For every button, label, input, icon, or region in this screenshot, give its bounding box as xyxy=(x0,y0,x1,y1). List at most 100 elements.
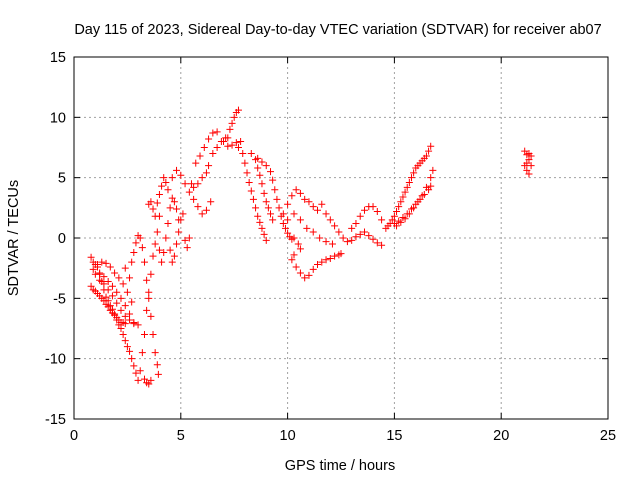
data-point xyxy=(145,294,153,302)
data-point xyxy=(296,216,304,224)
data-point xyxy=(290,234,298,242)
data-point xyxy=(177,216,185,224)
data-point xyxy=(245,178,253,186)
data-point xyxy=(252,204,260,212)
data-point xyxy=(316,234,324,242)
data-point xyxy=(132,239,140,247)
data-point xyxy=(173,205,181,213)
data-point xyxy=(401,188,409,196)
data-point xyxy=(247,150,255,158)
data-point xyxy=(228,119,236,127)
data-point xyxy=(104,277,112,285)
data-point xyxy=(153,361,161,369)
data-point xyxy=(234,144,242,151)
data-point xyxy=(373,239,381,247)
data-point xyxy=(207,198,215,206)
data-point xyxy=(378,241,386,249)
data-point xyxy=(331,252,339,260)
data-point xyxy=(209,150,217,158)
data-point xyxy=(273,195,281,203)
data-point xyxy=(305,198,313,206)
data-point xyxy=(160,174,168,182)
data-point xyxy=(192,159,200,167)
data-point xyxy=(399,193,407,201)
data-point xyxy=(143,306,151,314)
data-point xyxy=(104,286,112,294)
data-point xyxy=(168,194,176,202)
data-point xyxy=(205,162,213,170)
data-point xyxy=(305,271,313,279)
data-point xyxy=(254,164,262,172)
x-tick-label: 25 xyxy=(600,428,616,444)
data-point xyxy=(194,203,202,211)
data-point xyxy=(151,240,159,248)
data-point xyxy=(410,169,418,177)
data-point xyxy=(168,258,176,266)
data-point xyxy=(166,246,174,254)
data-point xyxy=(292,186,300,194)
data-point xyxy=(126,310,134,318)
data-point xyxy=(179,210,187,218)
data-point xyxy=(337,250,345,258)
y-tick-label: -5 xyxy=(53,291,66,307)
data-point xyxy=(224,142,232,150)
data-point xyxy=(126,316,134,324)
data-point xyxy=(93,261,101,269)
data-point xyxy=(521,147,529,155)
data-point xyxy=(158,182,166,190)
data-point xyxy=(145,380,153,388)
data-point xyxy=(134,376,142,384)
data-point xyxy=(155,246,163,254)
data-point xyxy=(136,234,144,242)
chart-title: Day 115 of 2023, Sidereal Day-to-day VTE… xyxy=(74,22,601,38)
data-point xyxy=(123,288,131,296)
data-point xyxy=(111,269,119,277)
data-point xyxy=(128,355,136,363)
data-point xyxy=(106,263,114,271)
data-point xyxy=(309,228,317,236)
data-point xyxy=(356,230,364,238)
data-point xyxy=(294,240,302,248)
data-point xyxy=(145,288,153,296)
data-point xyxy=(397,218,405,226)
data-point xyxy=(170,252,178,260)
data-point xyxy=(162,234,170,242)
data-point xyxy=(309,265,317,273)
data-point xyxy=(326,216,334,224)
data-point xyxy=(143,276,151,284)
data-point xyxy=(202,206,210,214)
data-point xyxy=(119,331,127,339)
data-point xyxy=(296,189,304,197)
data-point xyxy=(100,280,108,288)
data-point xyxy=(254,212,262,220)
data-point xyxy=(121,337,129,345)
data-point xyxy=(397,198,405,206)
data-point xyxy=(138,244,146,252)
data-point xyxy=(322,238,330,246)
data-point xyxy=(378,216,386,224)
data-point xyxy=(352,220,360,228)
data-point xyxy=(173,240,181,248)
data-point xyxy=(292,263,300,271)
data-point xyxy=(326,255,334,263)
data-point xyxy=(181,180,189,188)
data-point xyxy=(267,210,275,218)
data-point xyxy=(318,200,326,208)
data-point xyxy=(121,320,129,328)
data-point xyxy=(175,228,183,236)
data-point xyxy=(164,220,172,228)
data-point xyxy=(153,199,161,207)
data-point xyxy=(314,206,322,214)
data-point xyxy=(256,171,264,179)
data-point xyxy=(190,183,198,191)
data-point xyxy=(213,128,221,136)
data-point xyxy=(147,312,155,320)
y-tick-label: 15 xyxy=(50,50,66,66)
data-point xyxy=(296,245,304,253)
data-point xyxy=(237,137,245,145)
data-point xyxy=(527,162,535,170)
data-point xyxy=(228,141,236,149)
data-point xyxy=(155,191,163,199)
data-point xyxy=(87,253,95,261)
data-point xyxy=(393,222,401,230)
